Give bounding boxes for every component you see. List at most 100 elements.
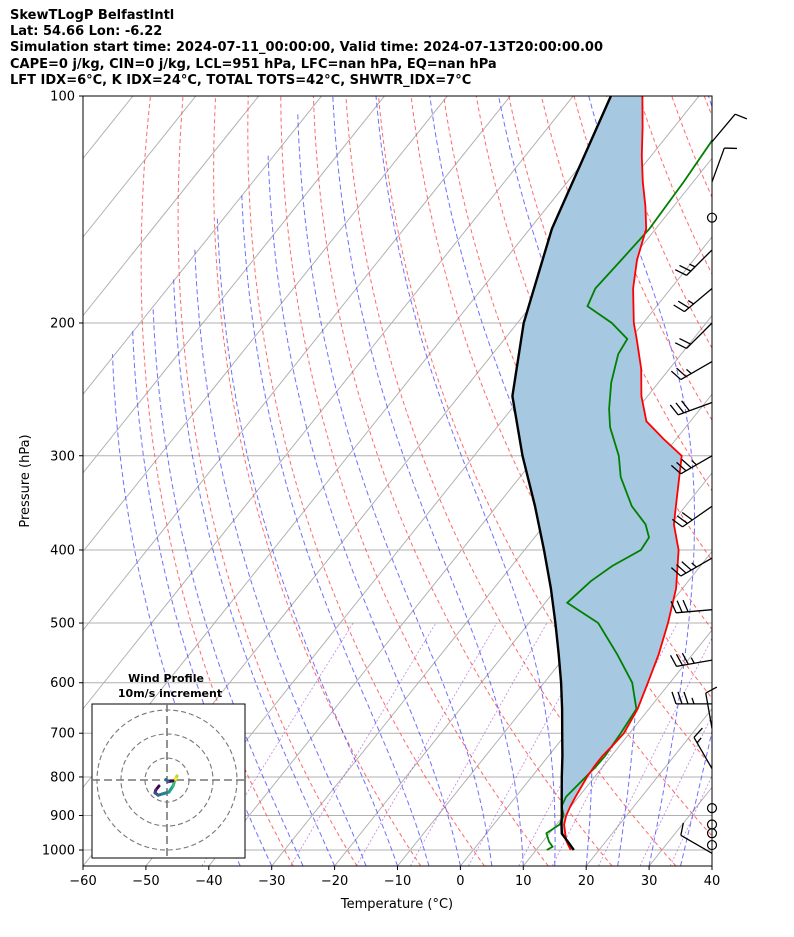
- mixing-ratio-line: [410, 622, 548, 866]
- y-tick-label: 1000: [42, 844, 75, 859]
- isotherm: [83, 96, 511, 631]
- hodograph-inset: Wind Profile 10m/s increment: [91, 672, 246, 859]
- isotherm: [585, 707, 712, 866]
- moist-adiabat: [711, 863, 712, 866]
- moist-adiabat: [588, 96, 695, 866]
- mixing-ratio-line: [639, 714, 712, 866]
- wind-barb: [671, 505, 713, 528]
- y-tick-label: 300: [50, 449, 75, 464]
- dry-adiabat: [638, 96, 712, 276]
- moist-adiabat: [194, 249, 367, 866]
- moist-adiabat: [267, 155, 461, 866]
- moist-adiabat: [241, 194, 430, 866]
- isotherm: [522, 629, 712, 866]
- dry-adiabat: [703, 96, 712, 118]
- moist-adiabat: [216, 217, 398, 866]
- parcel-area-shading: [512, 96, 682, 850]
- isotherm: [83, 96, 448, 553]
- dry-adiabat: [280, 96, 549, 866]
- x-tick-label: 20: [578, 874, 595, 889]
- x-tick-label: −30: [258, 874, 285, 889]
- dry-adiabat: [177, 96, 358, 866]
- x-tick-label: −40: [195, 874, 222, 889]
- parcel-line: [511, 96, 612, 851]
- wind-barb-calm: [706, 839, 718, 851]
- wind-barb-calm: [706, 212, 718, 223]
- isotherm: [711, 865, 712, 866]
- dry-adiabat: [737, 96, 794, 866]
- wind-barb: [674, 249, 713, 276]
- dry-adiabat: [443, 96, 712, 699]
- wind-barb: [669, 400, 713, 416]
- wind-barb-calm: [706, 803, 718, 814]
- moist-adiabat: [132, 331, 273, 866]
- mixing-ratio-line: [598, 637, 712, 866]
- wind-barb: [693, 727, 713, 769]
- title-times: Simulation start time: 2024-07-11_00:00:…: [10, 40, 603, 56]
- mixing-ratio-line: [290, 622, 437, 866]
- y-tick-label: 600: [50, 676, 75, 691]
- wind-barb: [680, 822, 713, 854]
- wind-barb: [670, 455, 713, 475]
- mixing-ratio-line: [468, 622, 601, 866]
- moist-adiabat: [297, 111, 493, 866]
- wind-barb: [673, 287, 713, 313]
- dry-adiabat: [410, 96, 712, 768]
- dry-adiabat: [770, 96, 794, 866]
- hodograph-title: Wind Profile: [128, 672, 204, 685]
- x-tick-label: 0: [456, 874, 464, 889]
- title-station: SkewTLogP BelfastIntl: [10, 8, 175, 23]
- x-tick-label: 30: [641, 874, 658, 889]
- x-tick-label: −20: [321, 874, 348, 889]
- isotherm: [208, 236, 712, 866]
- wind-barb: [674, 322, 713, 350]
- y-tick-label: 400: [50, 543, 75, 558]
- x-tick-label: 10: [515, 874, 532, 889]
- y-axis-label: Pressure (hPa): [18, 434, 33, 527]
- x-tick-label: −60: [69, 874, 96, 889]
- wind-barb: [711, 113, 748, 143]
- y-tick-label: 800: [50, 770, 75, 785]
- y-tick-label: 700: [50, 727, 75, 742]
- dry-adiabat: [378, 96, 712, 837]
- moist-adiabat: [173, 279, 336, 866]
- x-tick-label: −50: [132, 874, 159, 889]
- x-axis: −60 −50 −40 −30 −20 −10 0 10 20 30 40: [69, 866, 720, 889]
- wind-barb: [670, 360, 713, 381]
- hodograph-segment: [164, 778, 170, 784]
- isotherm: [83, 96, 197, 238]
- wind-barb-calm: [706, 819, 718, 830]
- moist-adiabat: [332, 96, 524, 866]
- y-tick-label: 500: [50, 617, 75, 632]
- isotherm: [145, 157, 712, 866]
- isotherm: [83, 96, 574, 710]
- isotherm: [83, 96, 385, 474]
- wind-barb: [670, 599, 713, 614]
- mixing-ratio-line: [355, 622, 498, 866]
- wind-barb: [705, 686, 718, 729]
- dry-adiabat: [247, 96, 485, 866]
- wind-barb: [671, 691, 712, 705]
- temperature-line: [563, 96, 683, 851]
- hodograph-subtitle: 10m/s increment: [118, 687, 222, 700]
- wind-barb: [711, 147, 737, 183]
- x-axis-label: Temperature (°C): [340, 897, 453, 912]
- isotherm: [83, 96, 322, 396]
- x-tick-label: −10: [384, 874, 411, 889]
- wind-barbs: [669, 113, 748, 854]
- dry-adiabat: [312, 96, 613, 866]
- title-index-line: LFT IDX=6°C, K IDX=24°C, TOTAL TOTS=42°C…: [10, 72, 472, 88]
- isotherm: [0, 96, 70, 866]
- y-axis: 100 200 300 400 500 600 700 800 900 1000: [42, 90, 83, 859]
- wind-barb: [670, 557, 713, 577]
- chart-header: SkewTLogP BelfastIntl Lat: 54.66 Lon: -6…: [10, 8, 603, 89]
- isotherm: [397, 472, 712, 866]
- mixing-ratio-line: [669, 774, 712, 866]
- y-tick-label: 900: [50, 809, 75, 824]
- y-tick-label: 100: [50, 90, 75, 105]
- moist-adiabat: [152, 306, 304, 866]
- wind-barb: [669, 652, 713, 668]
- x-tick-label: 40: [704, 874, 721, 889]
- title-cape-line: CAPE=0 j/kg, CIN=0 j/kg, LCL=951 hPa, LF…: [10, 56, 497, 72]
